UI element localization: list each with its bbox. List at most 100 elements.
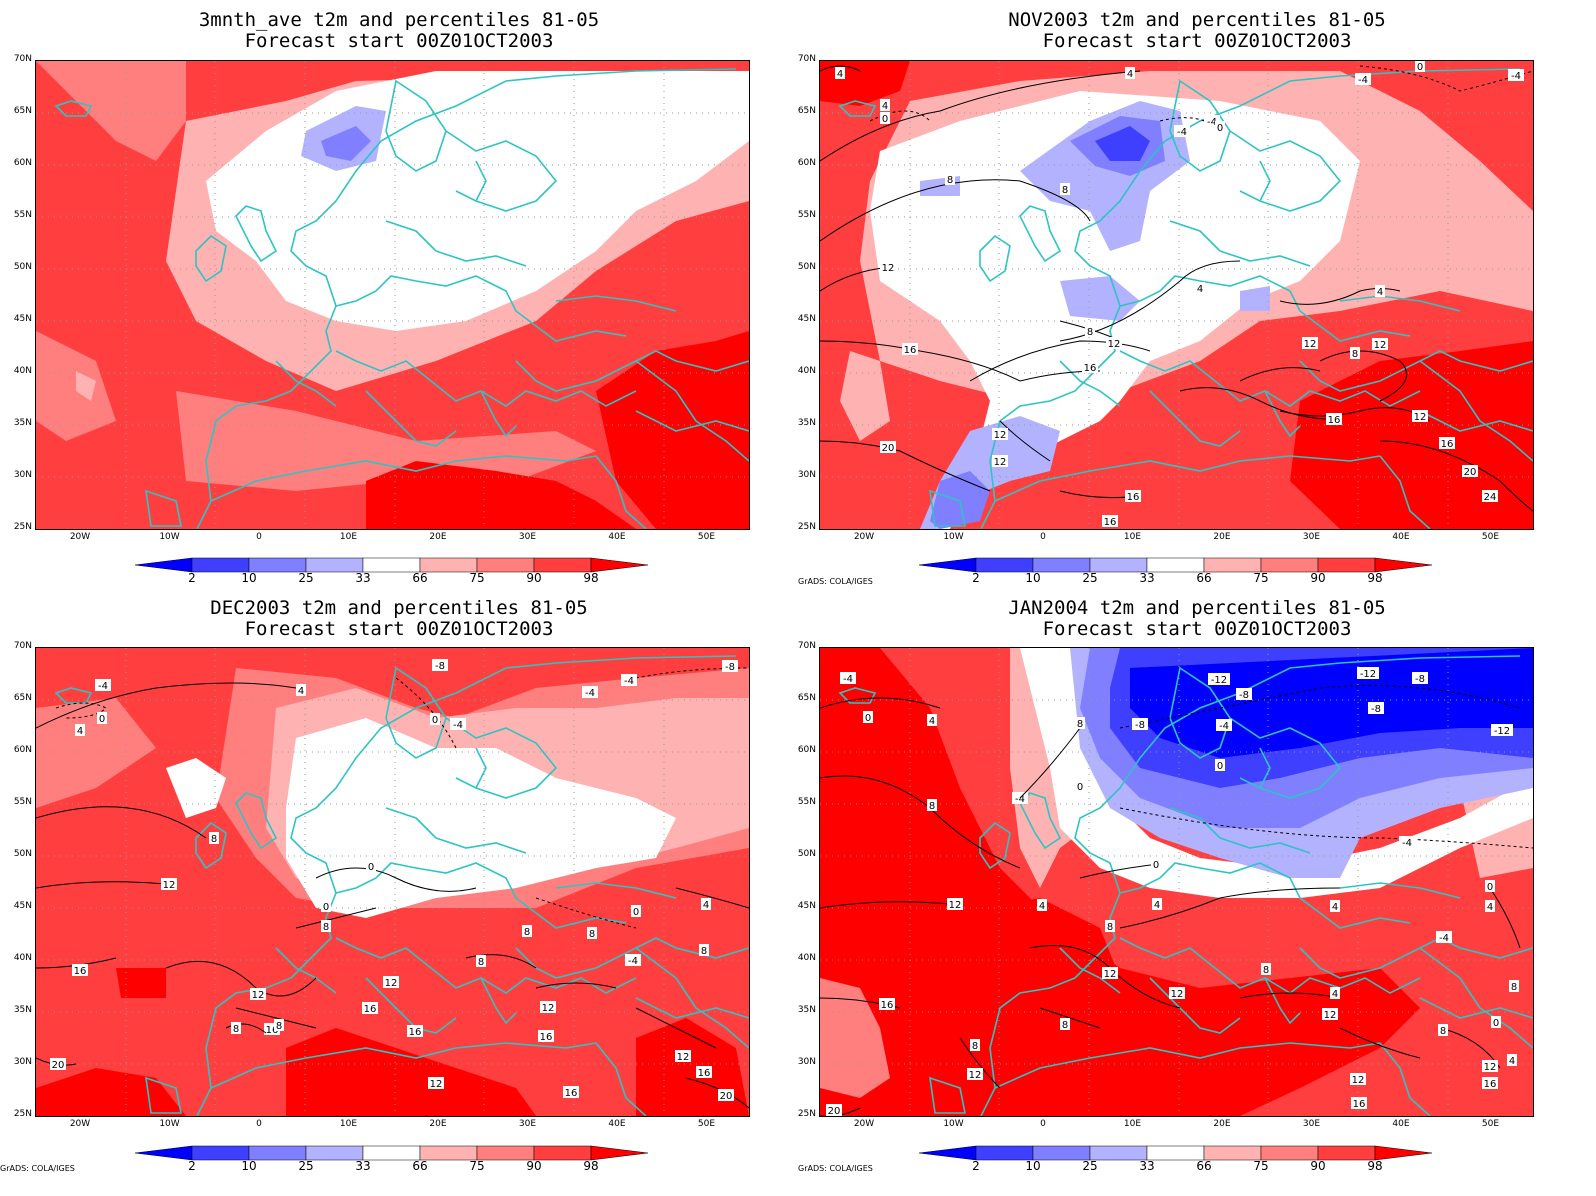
- contour-label-bg: [1302, 337, 1318, 349]
- contour-label: -4: [843, 674, 853, 685]
- coastline: [1019, 792, 1062, 850]
- contour-label: 24: [1484, 492, 1497, 503]
- lat-tick-label: 55N: [13, 797, 32, 807]
- coastline: [435, 837, 527, 854]
- percentile-shade: [36, 61, 186, 161]
- contour-label: -8: [1239, 690, 1249, 701]
- contour-label: -12: [1360, 669, 1376, 680]
- contour-line: [315, 867, 477, 892]
- lat-tick-label: 70N: [13, 641, 32, 651]
- colorbar-segment: [975, 1145, 1034, 1161]
- contour-label: 12: [1414, 412, 1427, 423]
- contour-label-bg: [1082, 361, 1098, 373]
- contour-line: [1119, 887, 1341, 929]
- colorbar-segment: [191, 1145, 250, 1161]
- contour-label-bg: [1368, 702, 1384, 714]
- contour-label: -8: [1415, 674, 1425, 685]
- lon-tick-label: 40E: [1392, 532, 1410, 542]
- map-canvas: [36, 61, 749, 529]
- contour-label-bg: [362, 1002, 378, 1014]
- contour-label-bg: [1412, 410, 1428, 422]
- contour-label: 0: [882, 114, 888, 125]
- percentile-shade: [930, 471, 990, 529]
- contour-label-bg: [1399, 836, 1415, 848]
- colorbar-segment: [533, 557, 592, 573]
- percentile-shade: [366, 461, 636, 529]
- contour-label-bg: [1439, 437, 1455, 449]
- contour-label-bg: [1195, 282, 1205, 294]
- coastline: [1219, 250, 1311, 267]
- contour-label-bg: [97, 712, 107, 724]
- contour-label: 16: [364, 1004, 377, 1015]
- contour-label: 16: [1353, 1099, 1366, 1110]
- contour-label: 12: [542, 1003, 555, 1014]
- contour-label-bg: [1507, 1054, 1517, 1066]
- contour-label: 0: [323, 902, 329, 913]
- contour-label: 16: [266, 1025, 279, 1036]
- coastline: [335, 862, 627, 929]
- contour-label: 4: [1332, 989, 1338, 1000]
- lat-tick-label: 30N: [797, 470, 816, 480]
- lon-tick-label: 10E: [339, 532, 358, 542]
- lat-tick-label: 35N: [13, 418, 32, 428]
- coastline: [1419, 360, 1533, 462]
- contour-label-bg: [1132, 718, 1148, 730]
- contour-label: -8: [1371, 704, 1381, 715]
- lat-tick-label: 50N: [13, 262, 32, 272]
- colorbar-segment: [1146, 557, 1205, 573]
- coastline: [1259, 747, 1271, 789]
- contour-label: -4: [98, 681, 108, 692]
- contour-label: 4: [703, 900, 709, 911]
- contour-label: -12: [1211, 675, 1227, 686]
- colorbar-segment: [1260, 557, 1319, 573]
- coastline: [1264, 390, 1301, 438]
- contour-label: 20: [828, 1106, 841, 1116]
- contour-label-bg: [631, 905, 641, 917]
- contour-label-bg: [1152, 898, 1162, 910]
- coastline: [210, 455, 597, 502]
- contour-label-bg: [407, 1025, 423, 1037]
- contour-line: [1119, 807, 1533, 849]
- contour-label: 4: [837, 69, 843, 80]
- panel-subtitle: Forecast start 00Z01OCT2003: [244, 618, 554, 640]
- contour-label-bg: [95, 679, 111, 691]
- contour-label: 0: [1217, 123, 1223, 134]
- coastline: [1119, 862, 1411, 929]
- coastline: [1229, 717, 1342, 799]
- contour-label-bg: [1215, 759, 1225, 771]
- contour-line: [1489, 887, 1521, 949]
- contour-label-bg: [1085, 325, 1095, 337]
- coastline: [980, 68, 1521, 529]
- contour-label-bg: [1372, 338, 1388, 350]
- lon-tick-label: 20E: [429, 532, 447, 542]
- percentile-shade: [36, 698, 156, 808]
- coastline: [994, 455, 1381, 502]
- colorbar-segment: [248, 1145, 307, 1161]
- contour-label-bg: [321, 920, 331, 932]
- coastline: [54, 687, 93, 704]
- contour-label-bg: [1482, 490, 1498, 502]
- colorbar-label: 33: [1139, 1159, 1155, 1173]
- coastline: [335, 275, 627, 342]
- contour-label-bg: [1322, 1008, 1338, 1020]
- coastline: [235, 792, 278, 850]
- contour-line: [675, 887, 749, 909]
- contour-line: [535, 897, 637, 929]
- contour-label: 12: [1352, 1075, 1365, 1086]
- contour-label-bg: [1151, 858, 1161, 870]
- contour-label: 0: [1077, 782, 1083, 793]
- contour-line: [395, 677, 457, 749]
- colorbar-segment: [1203, 1145, 1262, 1161]
- coastline: [1259, 160, 1271, 202]
- contour-label-bg: [476, 955, 486, 967]
- contour-label: -8: [1135, 720, 1145, 731]
- coastline: [1419, 997, 1533, 1019]
- lon-tick-label: 20E: [1213, 1119, 1231, 1129]
- contour-label: 12: [1171, 989, 1184, 1000]
- lon-tick-label: 20W: [853, 1119, 875, 1129]
- lat-tick-label: 50N: [13, 849, 32, 859]
- lon-tick-label: 30E: [1302, 1119, 1321, 1129]
- contour-label: 8: [1062, 185, 1068, 196]
- colorbar-arrow-left: [134, 1145, 193, 1161]
- colorbar-label: 2: [972, 1159, 980, 1173]
